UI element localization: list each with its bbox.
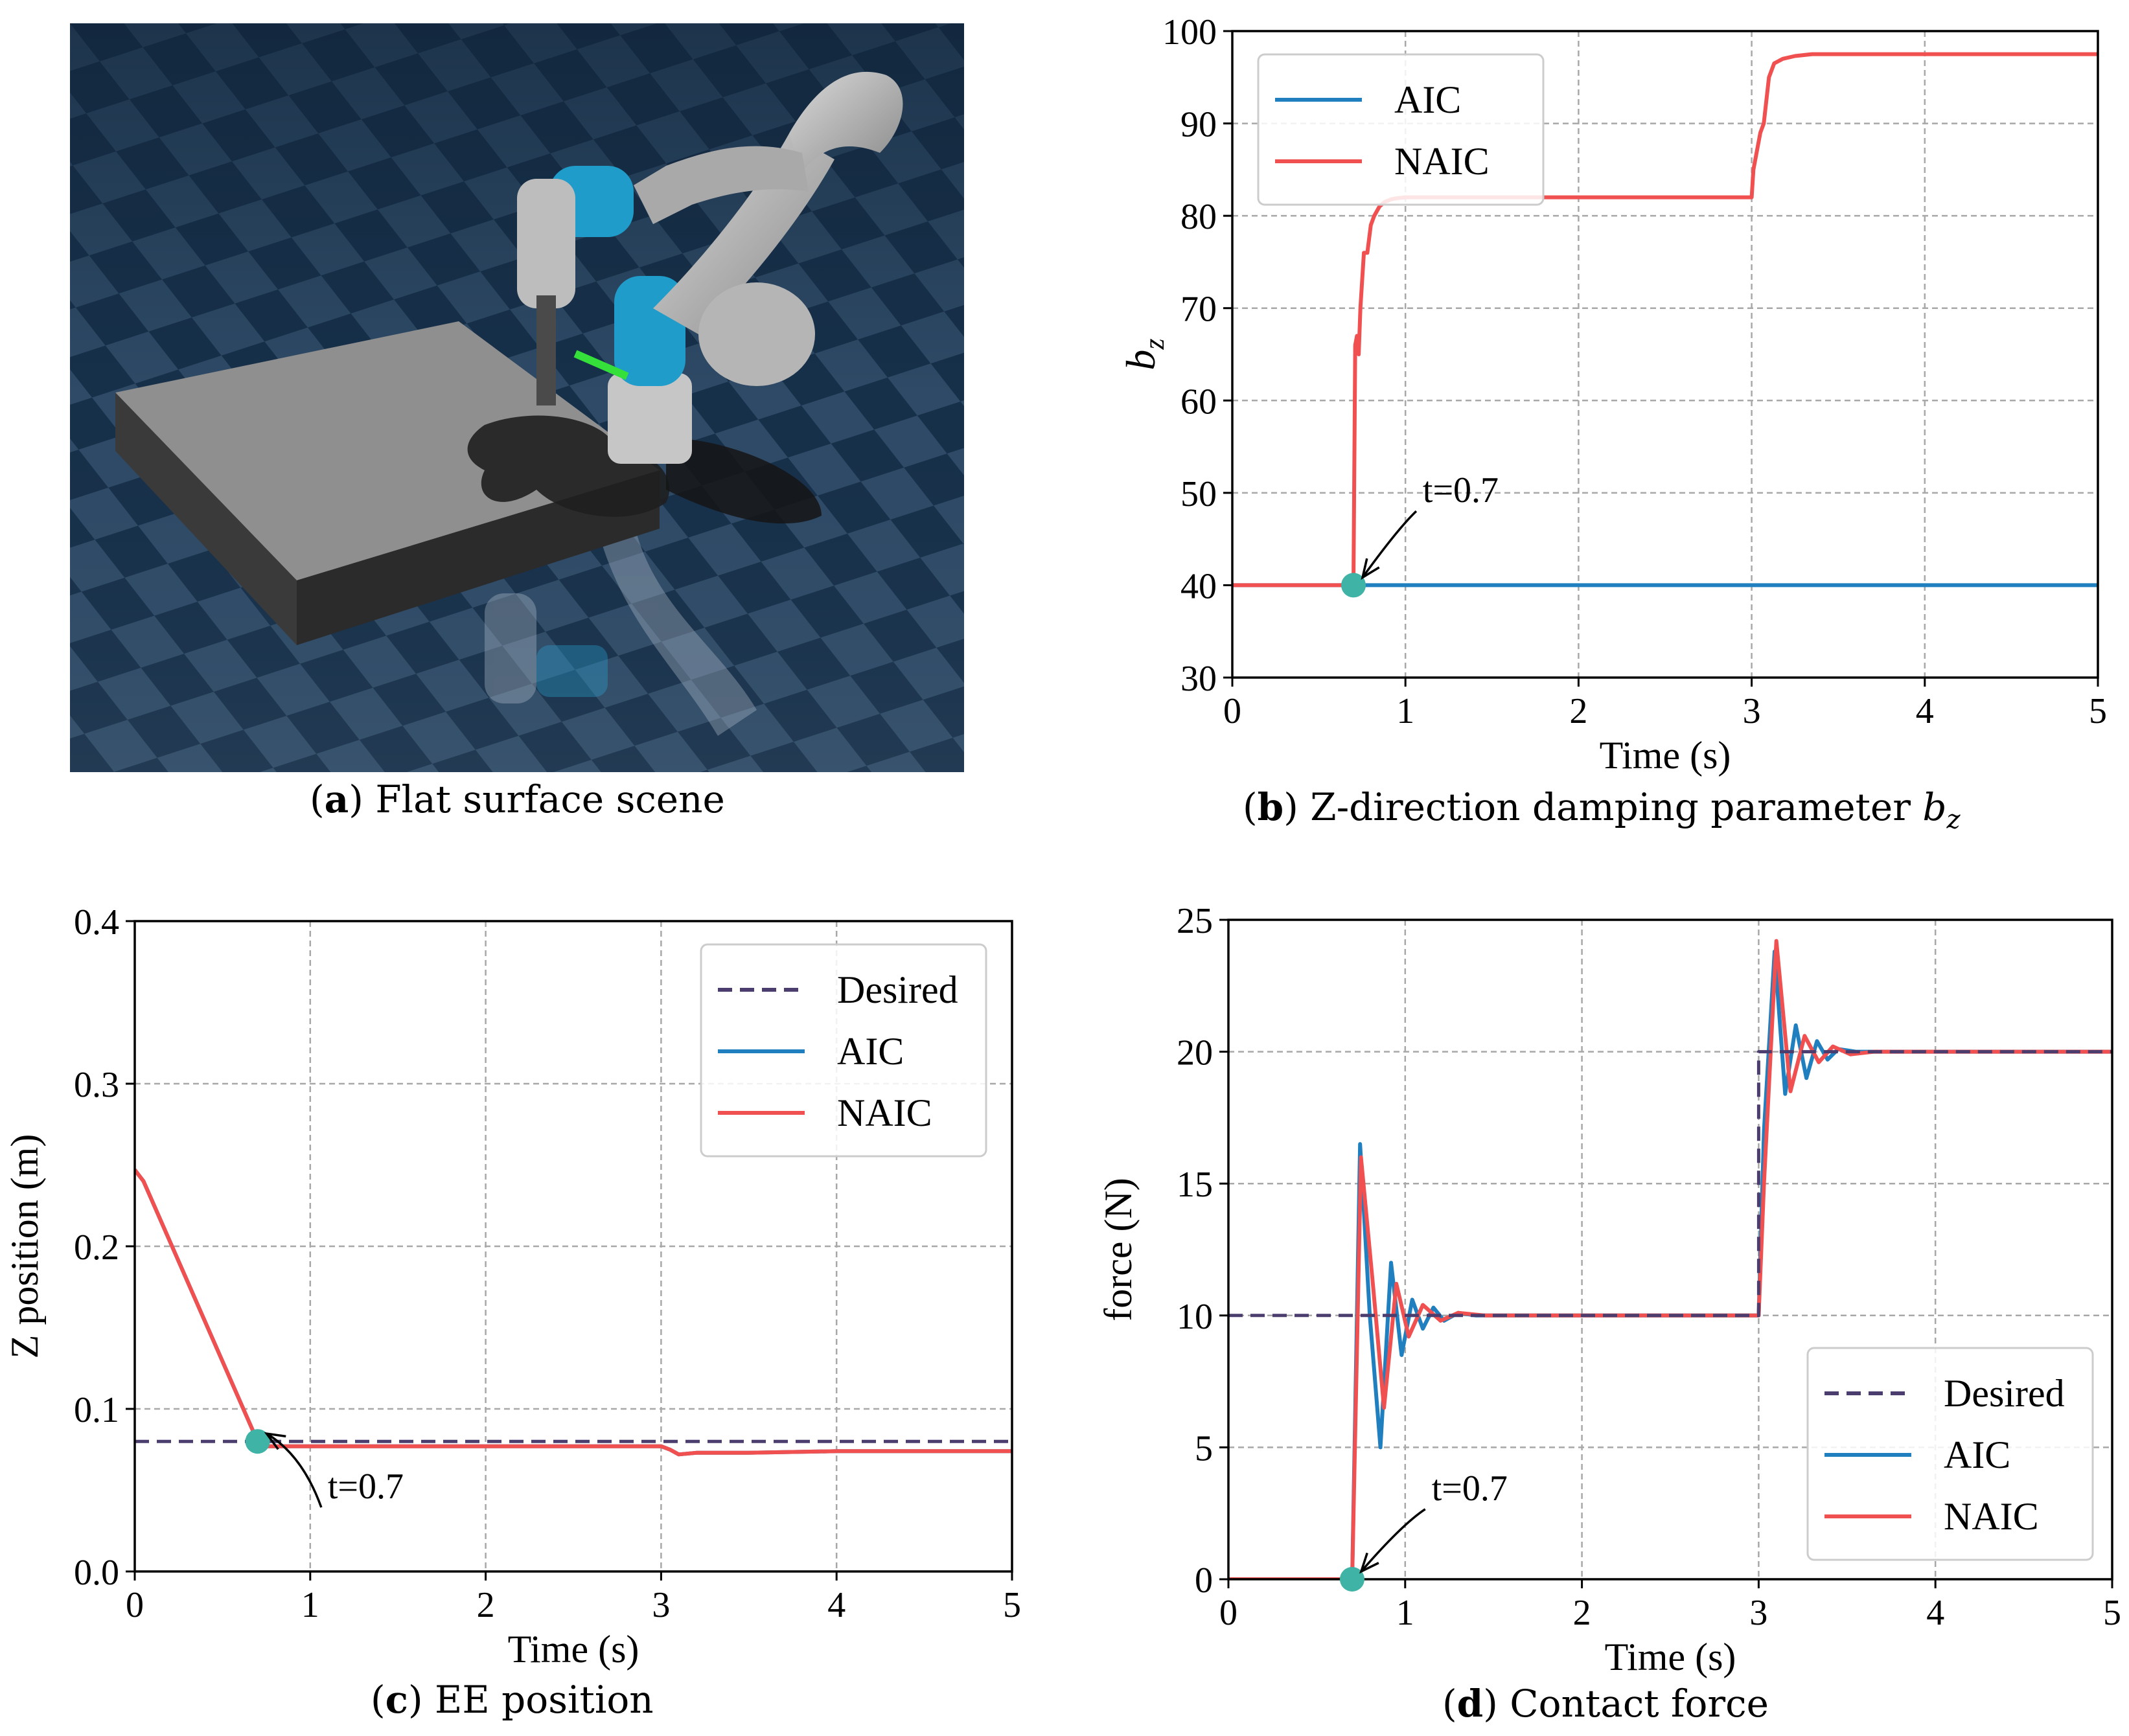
annotation-label: t=0.7	[1432, 1468, 1508, 1509]
x-tick-label-2: 2	[1573, 1593, 1591, 1633]
x-axis-label: Time (s)	[1600, 734, 1731, 777]
x-tick-label-3: 3	[652, 1585, 670, 1625]
y-tick-label-1: 0.1	[74, 1390, 119, 1430]
legend-label-aic: AIC	[837, 1030, 904, 1073]
y-axis-label-symbol: b	[1118, 350, 1164, 371]
series-line-naic	[135, 1169, 1012, 1457]
caption-a: (a) Flat surface scene	[310, 777, 725, 821]
plot-frame	[1227, 919, 2113, 1581]
robot-base	[608, 373, 692, 464]
annotation-marker	[1341, 573, 1366, 598]
annotation-arrowhead	[1359, 1552, 1379, 1574]
y-tick-label-7: 100	[1162, 13, 1217, 52]
y-axis-label: Z position (m)	[3, 1134, 46, 1359]
annotation-arrowhead	[1361, 558, 1380, 580]
x-tick-label-4: 4	[1916, 691, 1934, 731]
y-axis-label: bz	[1118, 338, 1170, 370]
legend-box	[1257, 53, 1545, 206]
x-tick-label-1: 1	[1396, 1593, 1414, 1633]
x-tick-label-4: 4	[1926, 1593, 1944, 1633]
y-tick-label-6: 90	[1180, 105, 1217, 145]
scene-illustration	[70, 23, 964, 772]
chart-d-contact-force: 0 1 2 3 4 5 0 5 10 15 20 25 Time (s) force (N) t=0.7 De…	[1097, 901, 2121, 1678]
annotation-marker	[1339, 1567, 1364, 1592]
legend-box	[700, 943, 987, 1158]
tool-axis-indicator	[573, 350, 629, 380]
y-tick-label-5: 80	[1180, 197, 1217, 237]
legend-box	[1806, 1347, 2094, 1561]
legend-label-naic: NAIC	[1944, 1495, 2039, 1538]
y-tick-label-3: 15	[1177, 1165, 1213, 1205]
legend-label-aic: AIC	[1944, 1433, 2010, 1476]
robot-shadow	[467, 415, 670, 517]
x-tick-label-4: 4	[827, 1585, 846, 1625]
y-tick-label-4: 70	[1180, 290, 1217, 330]
plot-frame	[1231, 30, 2099, 679]
x-tick-label-0: 0	[126, 1585, 144, 1625]
legend-label-desired: Desired	[837, 968, 958, 1011]
series-line-desired	[1228, 1050, 2112, 1318]
annotation-marker	[245, 1429, 270, 1454]
legend-label-desired: Desired	[1944, 1372, 2065, 1415]
robot-reflection	[485, 522, 757, 736]
legend: Desired AIC NAIC	[700, 943, 987, 1158]
chart-c-ee-position: 0 1 2 3 4 5 0.0 0.1 0.2 0.3 0.4 Time (s) Z position …	[3, 902, 1021, 1671]
annotation-arrowhead	[264, 1432, 286, 1450]
legend-label-naic: NAIC	[1394, 140, 1490, 183]
caption-d: (d) Contact force	[1442, 1682, 1769, 1726]
y-axis-label: force (N)	[1097, 1178, 1140, 1321]
legend-label-aic: AIC	[1394, 78, 1461, 121]
legend-label-naic: NAIC	[837, 1091, 932, 1134]
y-tick-label-1: 40	[1180, 566, 1217, 606]
x-tick-label-5: 5	[2089, 691, 2107, 731]
x-tick-label-1: 1	[301, 1585, 319, 1625]
annotation-arrow	[1360, 1508, 1426, 1573]
y-tick-label-0: 0.0	[74, 1553, 119, 1593]
legend: Desired AIC NAIC	[1806, 1347, 2094, 1561]
caption-b: (b) Z-direction damping parameter bz	[1243, 785, 1961, 835]
y-tick-label-4: 20	[1177, 1033, 1213, 1073]
y-tick-label-2: 10	[1177, 1297, 1213, 1337]
y-tick-label-3: 60	[1180, 382, 1217, 422]
x-tick-label-5: 5	[1003, 1585, 1021, 1625]
x-tick-label-0: 0	[1219, 1593, 1237, 1633]
annotation-label: t=0.7	[1423, 470, 1499, 510]
chart-b-damping: 0 1 2 3 4 5 30 40 50 60 70 80 90 100 Time (s) bz t=0.7 AI…	[1118, 13, 2107, 777]
y-tick-label-1: 5	[1195, 1428, 1213, 1468]
x-axis-label: Time (s)	[508, 1628, 639, 1671]
y-tick-label-2: 0.2	[74, 1228, 119, 1268]
caption-c: (c) EE position	[371, 1678, 654, 1722]
y-tick-label-2: 50	[1180, 474, 1217, 514]
x-tick-label-2: 2	[477, 1585, 495, 1625]
x-tick-label-0: 0	[1223, 691, 1241, 731]
robot-tool	[536, 295, 556, 405]
y-tick-label-0: 0	[1195, 1560, 1213, 1601]
x-tick-label-1: 1	[1396, 691, 1414, 731]
x-tick-label-3: 3	[1749, 1593, 1767, 1633]
x-tick-label-2: 2	[1569, 691, 1587, 731]
flat-surface-scene-image	[70, 23, 964, 772]
annotation-label: t=0.7	[328, 1467, 404, 1507]
legend: AIC NAIC	[1257, 53, 1545, 206]
y-tick-label-5: 25	[1177, 901, 1213, 941]
series-line-aic	[135, 1169, 1012, 1457]
y-tick-label-3: 0.3	[74, 1065, 119, 1105]
x-axis-label: Time (s)	[1605, 1636, 1736, 1678]
table-top	[115, 321, 660, 580]
annotation-arrow	[1361, 510, 1418, 578]
y-tick-label-4: 0.4	[74, 902, 119, 942]
y-axis-label-subscript: z	[1138, 338, 1170, 350]
x-tick-label-5: 5	[2103, 1593, 2121, 1633]
x-tick-label-3: 3	[1743, 691, 1761, 731]
annotation-arrow	[266, 1432, 323, 1508]
y-tick-label-0: 30	[1180, 659, 1217, 699]
